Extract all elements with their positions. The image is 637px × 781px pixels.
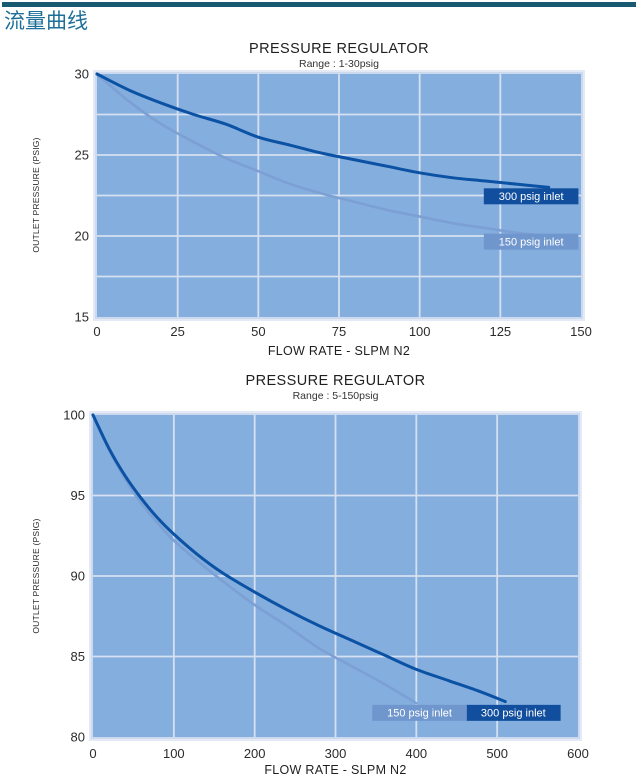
x-tick-label: 50 [251, 324, 265, 339]
series-label-300-psig-inlet: 300 psig inlet [466, 704, 561, 721]
chart-title: PRESSURE REGULATOR [249, 41, 429, 57]
x-tick-label: 0 [93, 324, 100, 339]
top-accent-bar [2, 2, 636, 7]
plot-border [91, 413, 580, 739]
x-tick-label: 500 [486, 746, 508, 761]
x-tick-label: 300 [325, 746, 347, 761]
x-tick-label: 100 [409, 324, 431, 339]
curve-300-psig-inlet [95, 72, 551, 189]
curve-150-psig-inlet [91, 413, 418, 705]
series-label-text: 300 psig inlet [481, 708, 546, 720]
plot-border [95, 72, 583, 319]
y-tick-label: 80 [71, 730, 85, 745]
y-tick-label: 95 [71, 488, 85, 503]
x-tick-label: 200 [244, 746, 266, 761]
chart-pressure-regulator-1-30psig: PRESSURE REGULATOR Range : 1-30psig OUTL… [0, 40, 637, 370]
series-label-text: 300 psig inlet [499, 191, 564, 203]
series-label-box [483, 233, 579, 250]
x-tick-label: 25 [170, 324, 184, 339]
series-label-box [466, 704, 561, 721]
y-tick-label: 85 [71, 649, 85, 664]
series-label-300-psig-inlet: 300 psig inlet [483, 188, 579, 205]
series-label-box [483, 188, 579, 205]
x-tick-label: 125 [489, 324, 511, 339]
y-tick-label: 15 [75, 310, 89, 325]
y-tick-label: 100 [63, 408, 85, 423]
curve-300-psig-inlet [91, 413, 507, 704]
y-tick-label: 20 [75, 229, 89, 244]
series-label-text: 150 psig inlet [499, 236, 564, 248]
chart-pressure-regulator-5-150psig: PRESSURE REGULATOR Range : 5-150psig OUT… [0, 370, 637, 781]
x-tick-label: 100 [163, 746, 185, 761]
series-label-150-psig-inlet: 150 psig inlet [372, 704, 467, 721]
chart-subtitle: Range : 5-150psig [292, 390, 379, 402]
chart-title: PRESSURE REGULATOR [245, 373, 426, 389]
series-label-text: 150 psig inlet [387, 708, 452, 720]
series-label-150-psig-inlet: 150 psig inlet [483, 233, 579, 250]
curve-150-psig-inlet [95, 72, 551, 238]
y-tick-label: 25 [75, 148, 89, 163]
x-tick-label: 600 [567, 746, 589, 761]
page-title: 流量曲线 [4, 10, 88, 33]
plot-area: 300 psig inlet 150 psig inlet 0 25 50 75 100 12… [75, 67, 592, 340]
x-tick-label: 150 [570, 324, 592, 339]
chart-subtitle: Range : 1-30psig [299, 58, 379, 70]
x-axis-label: FLOW RATE - SLPM N2 [264, 763, 407, 777]
plot-area: 300 psig inlet 150 psig inlet 0 100 200 300 40… [63, 408, 589, 762]
x-axis-label: FLOW RATE - SLPM N2 [267, 344, 411, 358]
y-tick-label: 90 [71, 569, 85, 584]
x-tick-label: 0 [89, 746, 96, 761]
series-label-box [372, 704, 467, 721]
x-tick-label: 75 [332, 324, 346, 339]
x-tick-label: 400 [405, 746, 427, 761]
y-tick-label: 30 [75, 67, 89, 82]
